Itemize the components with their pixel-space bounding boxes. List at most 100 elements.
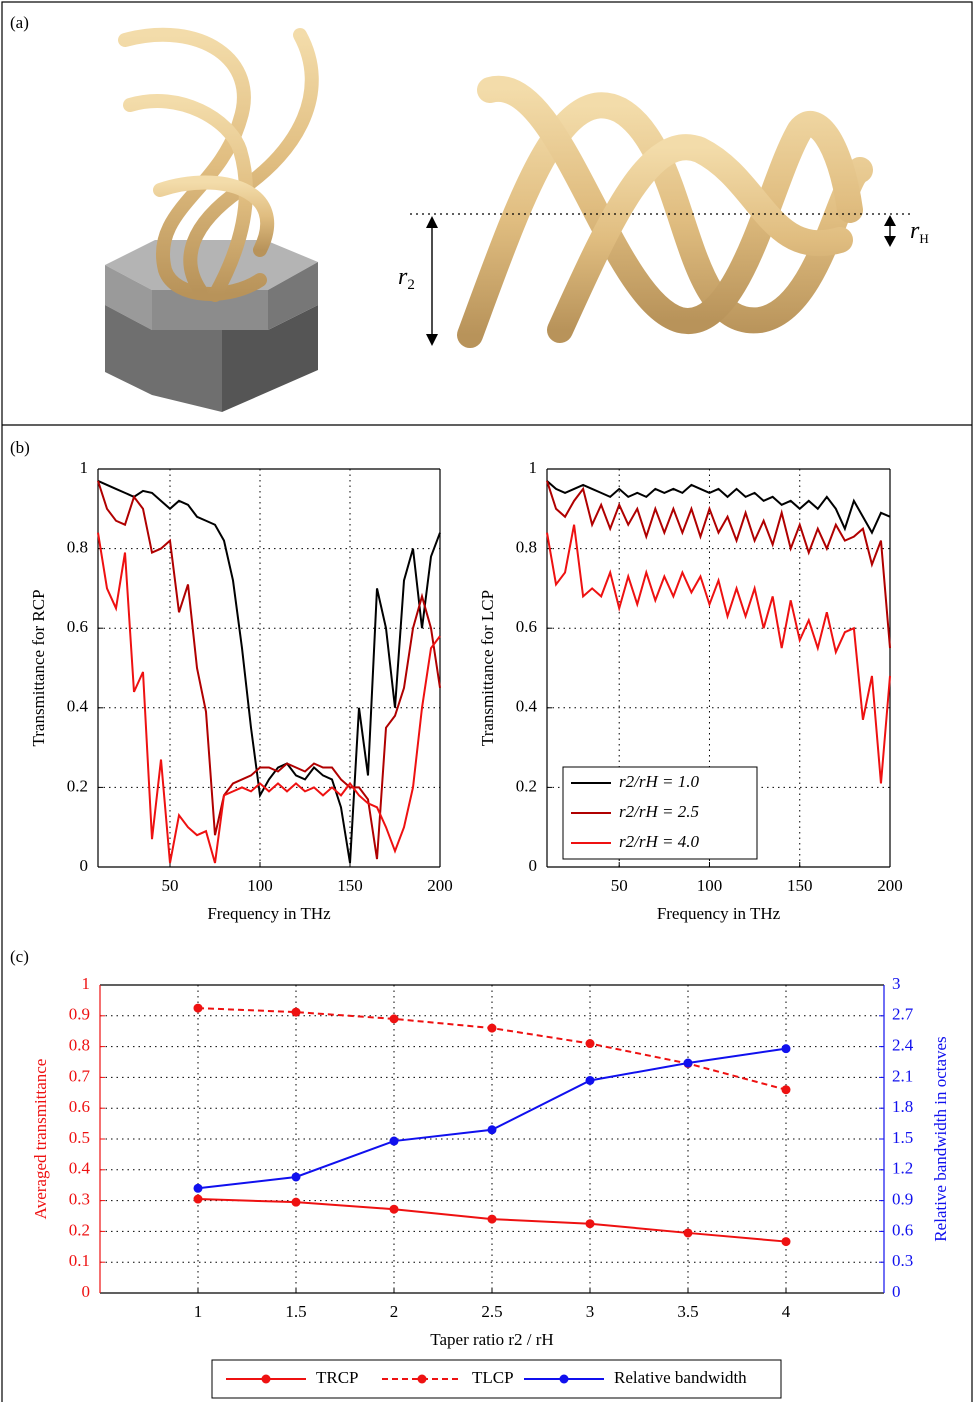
data-point	[585, 1219, 595, 1229]
data-point	[389, 1204, 399, 1214]
y-tick-label: 0.7	[69, 1066, 91, 1085]
subscript: H	[919, 231, 928, 246]
legend-marker	[261, 1374, 271, 1384]
data-point	[487, 1214, 497, 1224]
y-tick-label: 0.9	[69, 1005, 90, 1024]
y-tick-label: 0.8	[516, 538, 537, 557]
x-tick-label: 200	[877, 876, 903, 895]
data-point	[193, 1183, 203, 1193]
legend-label: r2/rH = 4.0	[619, 832, 699, 851]
y-tick-label: 0.6	[67, 617, 88, 636]
y-tick-label: 0.8	[69, 1036, 90, 1055]
data-point	[389, 1014, 399, 1024]
y-tick-label: 0.6	[69, 1097, 90, 1116]
data-point	[781, 1044, 791, 1054]
x-axis-label: Frequency in THz	[207, 904, 331, 923]
y2-tick-label: 3	[892, 974, 901, 993]
y2-tick-label: 1.2	[892, 1159, 913, 1178]
legend-label: Relative bandwidth	[614, 1368, 747, 1387]
data-point	[389, 1136, 399, 1146]
symbol: r	[398, 264, 408, 290]
x-tick-label: 100	[247, 876, 273, 895]
legend-label: TLCP	[472, 1368, 514, 1387]
y-axis-label: Transmittance for LCP	[478, 590, 497, 746]
x-axis-label: Frequency in THz	[657, 904, 781, 923]
data-point	[291, 1172, 301, 1182]
subscript: 2	[407, 277, 415, 293]
panel-label: (c)	[10, 947, 29, 966]
radius-label: r2	[398, 264, 415, 294]
y-tick-label: 1	[80, 458, 89, 477]
y2-tick-label: 0.3	[892, 1251, 913, 1270]
x-tick-label: 1	[194, 1302, 203, 1321]
y-axis-label: Averaged transmittance	[31, 1059, 50, 1220]
y-tick-label: 0.4	[516, 697, 538, 716]
y-tick-label: 0.2	[69, 1220, 90, 1239]
data-point	[585, 1039, 595, 1049]
data-point	[585, 1075, 595, 1085]
y-tick-label: 0.3	[69, 1190, 90, 1209]
data-point	[683, 1228, 693, 1238]
legend-label: r2/rH = 2.5	[619, 802, 699, 821]
y-tick-label: 0.6	[516, 617, 537, 636]
y-tick-label: 0.5	[69, 1128, 90, 1147]
radius-label: rH	[910, 218, 929, 246]
data-point	[487, 1023, 497, 1033]
y2-tick-label: 2.7	[892, 1005, 914, 1024]
x-tick-label: 2	[390, 1302, 399, 1321]
symbol: r	[910, 218, 920, 244]
x-tick-label: 4	[782, 1302, 791, 1321]
legend-marker	[417, 1374, 427, 1384]
y-tick-label: 0.4	[67, 697, 89, 716]
y-tick-label: 0	[82, 1282, 91, 1301]
x-tick-label: 150	[337, 876, 363, 895]
y-tick-label: 0.2	[67, 776, 88, 795]
series-line	[546, 480, 891, 535]
panel-label: (a)	[10, 13, 29, 32]
series-line	[546, 524, 891, 784]
y2-tick-label: 2.1	[892, 1066, 913, 1085]
y-tick-label: 0.4	[69, 1159, 91, 1178]
data-point	[487, 1125, 497, 1135]
y-tick-label: 1	[529, 458, 538, 477]
y-tick-label: 0	[529, 856, 538, 875]
y2-tick-label: 0	[892, 1282, 901, 1301]
legend-label: TRCP	[316, 1368, 359, 1387]
y2-tick-label: 1.8	[892, 1097, 913, 1116]
y2-tick-label: 0.9	[892, 1190, 913, 1209]
series-line	[546, 480, 891, 649]
y-tick-label: 0.8	[67, 538, 88, 557]
y2-tick-label: 0.6	[892, 1220, 913, 1239]
legend-marker	[559, 1374, 569, 1384]
y-tick-label: 0.1	[69, 1251, 90, 1270]
data-point	[193, 1003, 203, 1013]
x-tick-label: 50	[162, 876, 179, 895]
x-axis-label: Taper ratio r2 / rH	[430, 1330, 553, 1349]
x-tick-label: 200	[427, 876, 453, 895]
x-tick-label: 2.5	[481, 1302, 502, 1321]
legend-label: r2/rH = 1.0	[619, 772, 699, 791]
x-tick-label: 150	[787, 876, 813, 895]
series-line	[97, 480, 441, 860]
data-point	[683, 1058, 693, 1068]
y2-axis-label: Relative bandwidth in octaves	[931, 1036, 950, 1241]
legend-box	[211, 1359, 782, 1399]
y2-tick-label: 2.4	[892, 1036, 914, 1055]
y-tick-label: 0	[80, 856, 89, 875]
y-tick-label: 0.2	[516, 776, 537, 795]
series-line	[97, 480, 441, 864]
y-axis-label: Transmittance for RCP	[29, 589, 48, 746]
data-point	[781, 1085, 791, 1095]
x-tick-label: 50	[611, 876, 628, 895]
x-tick-label: 3	[586, 1302, 595, 1321]
series-line	[97, 532, 441, 864]
data-point	[193, 1194, 203, 1204]
x-tick-label: 100	[697, 876, 723, 895]
data-point	[291, 1197, 301, 1207]
x-tick-label: 1.5	[285, 1302, 306, 1321]
data-point	[781, 1237, 791, 1247]
data-point	[291, 1007, 301, 1017]
panel-label: (b)	[10, 438, 30, 457]
